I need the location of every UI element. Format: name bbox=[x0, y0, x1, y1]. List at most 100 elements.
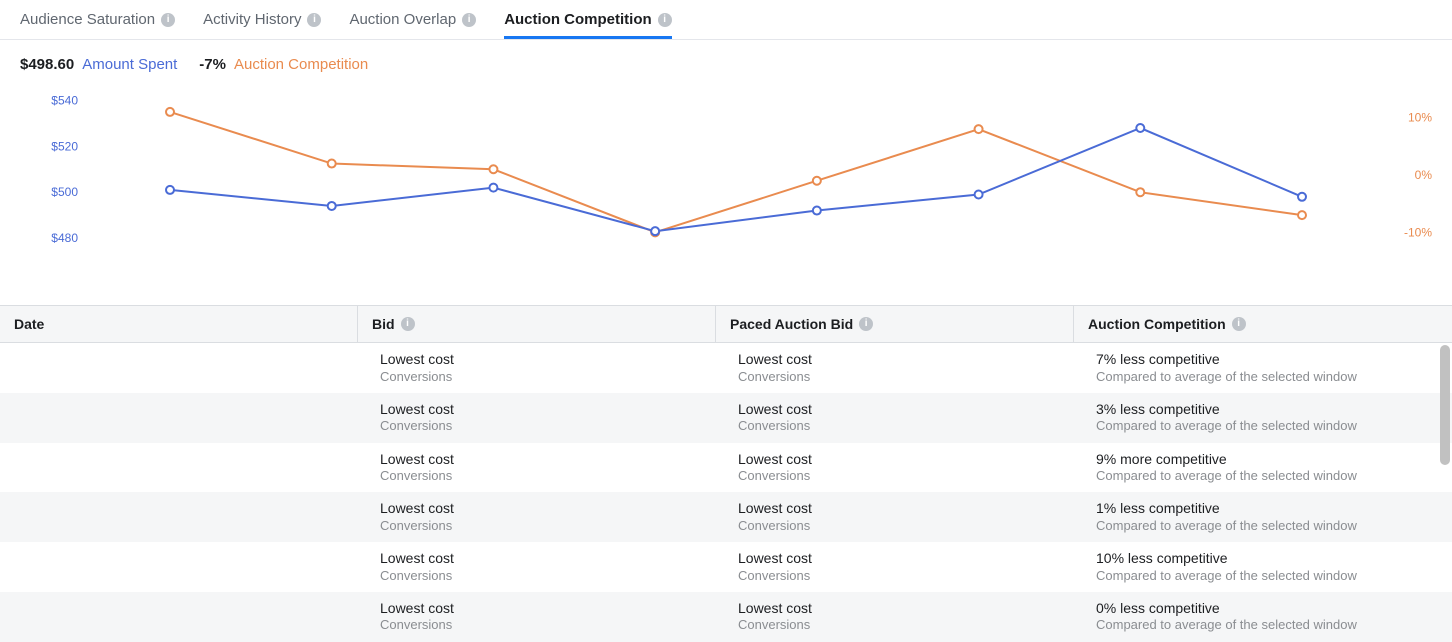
cell-date bbox=[0, 592, 358, 642]
svg-text:$540: $540 bbox=[51, 93, 78, 107]
col-header-label: Paced Auction Bid bbox=[730, 316, 853, 332]
cell-sub: Conversions bbox=[380, 369, 694, 385]
table-row[interactable]: Lowest costConversionsLowest costConvers… bbox=[0, 542, 1452, 592]
info-icon[interactable] bbox=[307, 13, 321, 27]
cell-sub: Conversions bbox=[738, 418, 1052, 434]
tab-audience-saturation[interactable]: Audience Saturation bbox=[20, 0, 175, 39]
cell-sub: Conversions bbox=[738, 568, 1052, 584]
table-row[interactable]: Lowest costConversionsLowest costConvers… bbox=[0, 592, 1452, 642]
col-header-paced[interactable]: Paced Auction Bid bbox=[716, 306, 1074, 342]
data-table: Date Bid Paced Auction Bid Auction Compe… bbox=[0, 305, 1452, 642]
table-header: Date Bid Paced Auction Bid Auction Compe… bbox=[0, 306, 1452, 343]
cell-competition: 0% less competitiveCompared to average o… bbox=[1074, 592, 1452, 642]
cell-main: 1% less competitive bbox=[1096, 500, 1430, 518]
table-row[interactable]: Lowest costConversionsLowest costConvers… bbox=[0, 443, 1452, 493]
tabs-bar: Audience Saturation Activity History Auc… bbox=[0, 0, 1452, 40]
auction-chart[interactable]: $540 $520 $500 $480 10% 0% -10% bbox=[10, 81, 1442, 281]
summary-row: $498.60 Amount Spent -7% Auction Competi… bbox=[0, 40, 1452, 77]
cell-sub: Compared to average of the selected wind… bbox=[1096, 369, 1430, 385]
cell-main: 7% less competitive bbox=[1096, 351, 1430, 369]
cell-paced: Lowest costConversions bbox=[716, 393, 1074, 443]
cell-sub: Conversions bbox=[738, 468, 1052, 484]
cell-sub: Compared to average of the selected wind… bbox=[1096, 468, 1430, 484]
amount-spent-label: Amount Spent bbox=[82, 56, 177, 73]
cell-competition: 9% more competitiveCompared to average o… bbox=[1074, 443, 1452, 493]
cell-sub: Compared to average of the selected wind… bbox=[1096, 617, 1430, 633]
svg-text:$500: $500 bbox=[51, 185, 78, 199]
cell-main: Lowest cost bbox=[738, 550, 1052, 568]
cell-sub: Conversions bbox=[380, 418, 694, 434]
info-icon[interactable] bbox=[462, 13, 476, 27]
info-icon[interactable] bbox=[658, 13, 672, 27]
cell-date bbox=[0, 492, 358, 542]
cell-competition: 7% less competitiveCompared to average o… bbox=[1074, 343, 1452, 393]
cell-date bbox=[0, 343, 358, 393]
cell-main: Lowest cost bbox=[738, 500, 1052, 518]
tab-label: Audience Saturation bbox=[20, 11, 155, 28]
cell-main: Lowest cost bbox=[738, 600, 1052, 618]
cell-bid: Lowest costConversions bbox=[358, 492, 716, 542]
cell-paced: Lowest costConversions bbox=[716, 592, 1074, 642]
cell-sub: Conversions bbox=[738, 617, 1052, 633]
col-header-label: Auction Competition bbox=[1088, 316, 1226, 332]
cell-main: 3% less competitive bbox=[1096, 401, 1430, 419]
table-row[interactable]: Lowest costConversionsLowest costConvers… bbox=[0, 393, 1452, 443]
info-icon[interactable] bbox=[859, 317, 873, 331]
col-header-label: Bid bbox=[372, 316, 395, 332]
cell-main: Lowest cost bbox=[380, 451, 694, 469]
cell-main: Lowest cost bbox=[380, 401, 694, 419]
cell-main: Lowest cost bbox=[738, 401, 1052, 419]
competition-value: -7% bbox=[199, 56, 226, 73]
cell-date bbox=[0, 393, 358, 443]
competition-label: Auction Competition bbox=[234, 56, 368, 73]
cell-bid: Lowest costConversions bbox=[358, 393, 716, 443]
table-body: Lowest costConversionsLowest costConvers… bbox=[0, 343, 1452, 642]
col-header-competition[interactable]: Auction Competition bbox=[1074, 306, 1452, 342]
info-icon[interactable] bbox=[161, 13, 175, 27]
cell-main: 0% less competitive bbox=[1096, 600, 1430, 618]
cell-sub: Conversions bbox=[738, 518, 1052, 534]
cell-main: 10% less competitive bbox=[1096, 550, 1430, 568]
summary-amount-spent: $498.60 Amount Spent bbox=[20, 56, 177, 73]
cell-competition: 1% less competitiveCompared to average o… bbox=[1074, 492, 1452, 542]
info-icon[interactable] bbox=[401, 317, 415, 331]
tab-label: Auction Overlap bbox=[349, 11, 456, 28]
svg-text:10%: 10% bbox=[1408, 111, 1432, 125]
cell-competition: 10% less competitiveCompared to average … bbox=[1074, 542, 1452, 592]
cell-sub: Compared to average of the selected wind… bbox=[1096, 518, 1430, 534]
cell-main: Lowest cost bbox=[738, 351, 1052, 369]
table-row[interactable]: Lowest costConversionsLowest costConvers… bbox=[0, 492, 1452, 542]
col-header-date[interactable]: Date bbox=[0, 306, 358, 342]
info-icon[interactable] bbox=[1232, 317, 1246, 331]
svg-text:$520: $520 bbox=[51, 139, 78, 153]
cell-main: Lowest cost bbox=[380, 500, 694, 518]
cell-bid: Lowest costConversions bbox=[358, 343, 716, 393]
cell-sub: Conversions bbox=[738, 369, 1052, 385]
cell-main: Lowest cost bbox=[738, 451, 1052, 469]
cell-main: Lowest cost bbox=[380, 600, 694, 618]
cell-paced: Lowest costConversions bbox=[716, 492, 1074, 542]
col-header-bid[interactable]: Bid bbox=[358, 306, 716, 342]
cell-paced: Lowest costConversions bbox=[716, 542, 1074, 592]
tab-label: Auction Competition bbox=[504, 11, 651, 28]
svg-text:0%: 0% bbox=[1415, 168, 1433, 182]
cell-competition: 3% less competitiveCompared to average o… bbox=[1074, 393, 1452, 443]
cell-sub: Conversions bbox=[380, 568, 694, 584]
cell-bid: Lowest costConversions bbox=[358, 542, 716, 592]
cell-bid: Lowest costConversions bbox=[358, 592, 716, 642]
table-row[interactable]: Lowest costConversionsLowest costConvers… bbox=[0, 343, 1452, 393]
scrollbar-thumb[interactable] bbox=[1440, 345, 1450, 465]
svg-text:-10%: -10% bbox=[1404, 225, 1432, 239]
tab-auction-competition[interactable]: Auction Competition bbox=[504, 0, 671, 39]
svg-text:$480: $480 bbox=[51, 231, 78, 245]
tab-auction-overlap[interactable]: Auction Overlap bbox=[349, 0, 476, 39]
cell-paced: Lowest costConversions bbox=[716, 443, 1074, 493]
col-header-label: Date bbox=[14, 316, 44, 332]
amount-spent-value: $498.60 bbox=[20, 56, 74, 73]
cell-date bbox=[0, 542, 358, 592]
cell-sub: Compared to average of the selected wind… bbox=[1096, 568, 1430, 584]
cell-date bbox=[0, 443, 358, 493]
cell-main: Lowest cost bbox=[380, 351, 694, 369]
tab-activity-history[interactable]: Activity History bbox=[203, 0, 321, 39]
cell-paced: Lowest costConversions bbox=[716, 343, 1074, 393]
